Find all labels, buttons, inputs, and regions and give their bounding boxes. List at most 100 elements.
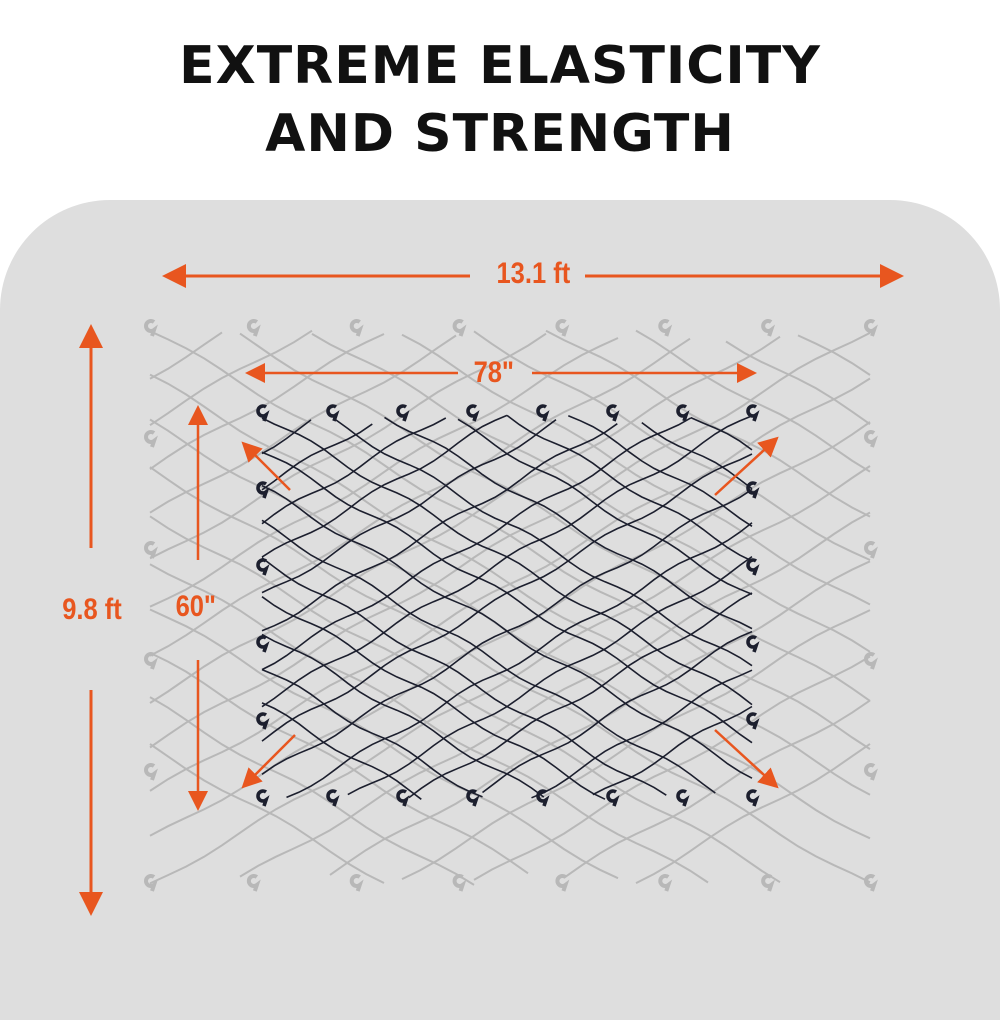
hook-icon (256, 712, 270, 730)
net-strand (149, 335, 781, 704)
hook-icon (761, 874, 776, 892)
net-strand (261, 451, 753, 744)
net-strand (286, 522, 753, 799)
net-strand (408, 592, 753, 799)
net-strand (347, 555, 753, 796)
net-strand (149, 333, 385, 471)
net-strand (261, 519, 716, 794)
hook-icon (746, 481, 760, 499)
stretched-net (144, 319, 878, 892)
hook-icon (246, 874, 261, 892)
hook-icon (144, 541, 158, 559)
page-title: EXTREME ELASTICITY AND STRENGTH (0, 32, 1000, 168)
hook-icon (452, 874, 467, 892)
net-strand (261, 484, 753, 779)
hook-icon (864, 874, 878, 892)
hook-icon (349, 874, 364, 892)
stretched-height-label: 9.8 ft (62, 593, 122, 626)
hook-icon (746, 789, 760, 807)
hook-icon (746, 558, 760, 576)
hook-icon (349, 319, 364, 337)
net-strand (641, 421, 753, 490)
net-strand (457, 418, 753, 595)
net-strand (506, 414, 753, 562)
net-strand (261, 419, 312, 455)
hook-icon (658, 319, 673, 337)
hook-icon (555, 874, 570, 892)
diagram-panel (0, 200, 1000, 1020)
net-strand (563, 699, 871, 879)
net-strand (149, 331, 223, 380)
hook-icon (746, 712, 760, 730)
hook-icon (246, 319, 261, 337)
hook-icon (256, 635, 270, 653)
hook-icon (864, 319, 878, 337)
net-strand (261, 702, 422, 800)
hook-icon (746, 635, 760, 653)
hook-icon (144, 319, 158, 337)
hook-icon (466, 404, 480, 422)
hook-icon (864, 763, 878, 781)
hook-icon (256, 404, 270, 422)
net-strand (531, 669, 753, 799)
net-strand (239, 332, 871, 702)
net-strand (335, 418, 753, 667)
stretch-arrow-tl (241, 441, 291, 491)
net-strand (261, 417, 753, 706)
net-strand (149, 515, 781, 884)
stretch-arrow-tr (714, 436, 779, 496)
net-strand (473, 330, 871, 561)
net-strand (149, 337, 691, 657)
hook-icon (256, 481, 270, 499)
relaxed-height-label: 60" (175, 590, 217, 623)
net-strand (261, 423, 618, 632)
hook-icon (606, 404, 620, 422)
hook-icon (466, 789, 480, 807)
hook-icon (326, 404, 340, 422)
net-strand (261, 668, 483, 798)
net-strand (635, 329, 871, 473)
hook-icon (676, 789, 690, 807)
hook-icon (864, 541, 878, 559)
relaxed-width-label: 78" (473, 356, 515, 389)
stretch-arrow-br (714, 729, 779, 789)
net-strand (149, 329, 313, 427)
stretched-width-label: 13.1 ft (496, 257, 571, 290)
title-line-2: AND STRENGTH (265, 104, 735, 164)
hook-icon (864, 430, 878, 448)
net-strand (261, 596, 606, 800)
net-strand (329, 560, 871, 876)
hook-icon (452, 319, 467, 337)
relaxed-net (256, 404, 760, 807)
net-strand (149, 743, 385, 884)
net-strand (261, 414, 508, 558)
stretch-arrow-bl (241, 734, 296, 789)
hook-icon (555, 319, 570, 337)
net-strand (473, 655, 871, 881)
net-strand (149, 332, 547, 560)
hook-icon (256, 558, 270, 576)
hook-icon (256, 789, 270, 807)
hook-icon (396, 789, 410, 807)
hook-icon (761, 319, 776, 337)
hook-icon (536, 789, 550, 807)
net-strand (149, 696, 475, 886)
net-strand (635, 743, 871, 884)
net-strand (482, 630, 753, 794)
hook-icon (396, 404, 410, 422)
net-strand (797, 334, 871, 376)
net-strand (261, 557, 667, 796)
hook-icon (144, 763, 158, 781)
hook-icon (676, 404, 690, 422)
net-strand (592, 705, 753, 796)
net-strand (401, 333, 871, 606)
hook-icon (658, 874, 673, 892)
hook-icon (144, 874, 158, 892)
title-line-1: EXTREME ELASTICITY (179, 36, 821, 96)
net-strand (149, 563, 709, 884)
net-strand (149, 337, 619, 608)
hook-icon (144, 652, 158, 670)
net-strand (545, 329, 871, 518)
hook-icon (746, 404, 760, 422)
